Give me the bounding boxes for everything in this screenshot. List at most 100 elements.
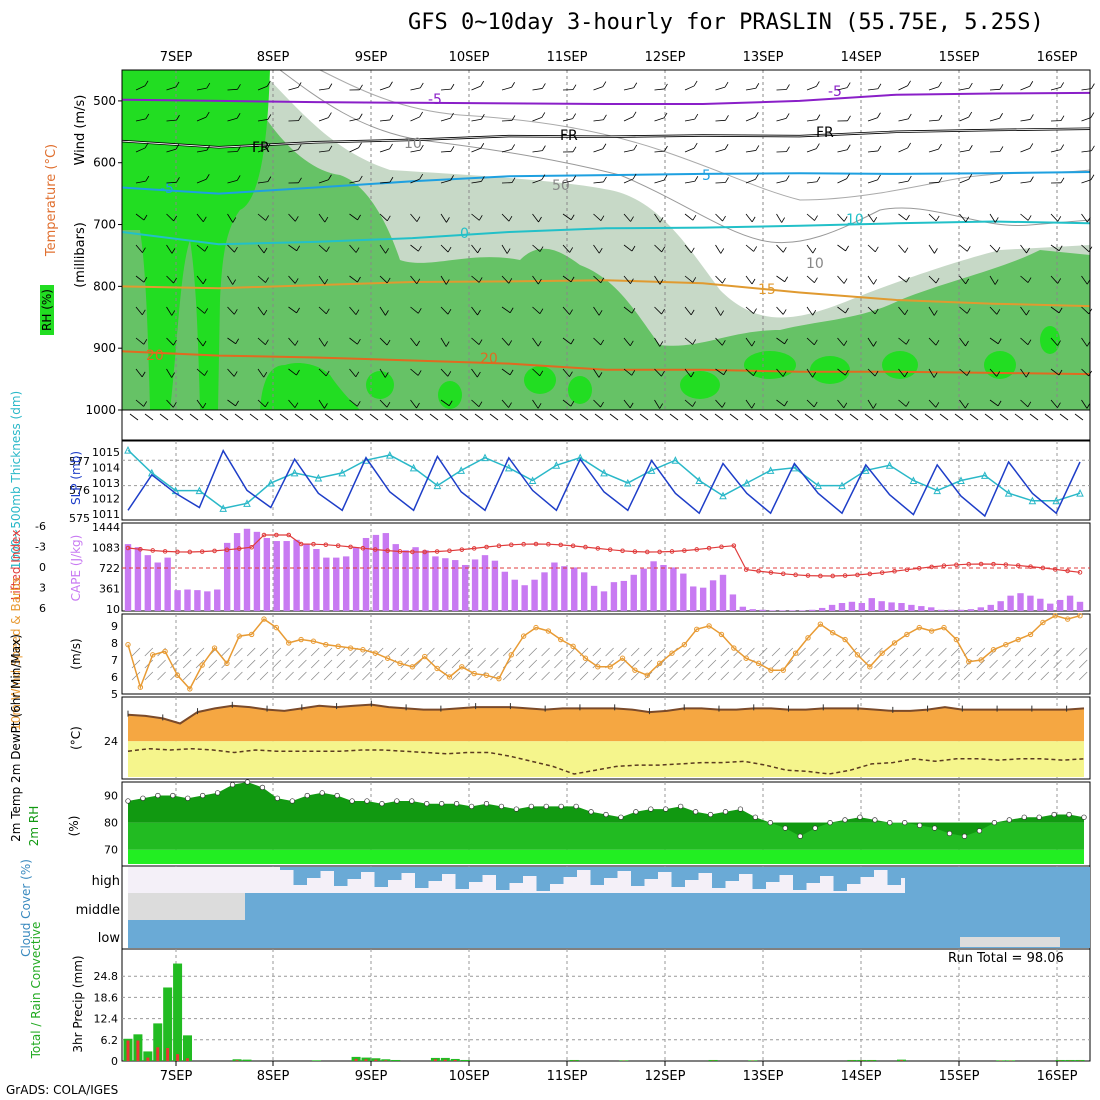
thickness-line-marker bbox=[838, 481, 846, 490]
wind10-barb bbox=[182, 659, 192, 669]
surface-barb bbox=[174, 413, 184, 421]
wind-barb-flag bbox=[204, 308, 209, 314]
surface-barb bbox=[894, 413, 904, 421]
wind10-line-marker bbox=[323, 641, 329, 648]
li-line bbox=[127, 534, 1081, 577]
thickness-line-marker bbox=[933, 486, 942, 495]
wind-barb-flag bbox=[996, 371, 1001, 377]
cape-bar bbox=[144, 555, 152, 611]
rh2m-marker bbox=[573, 803, 579, 810]
wind-barb bbox=[135, 368, 143, 378]
wind-barb-flag bbox=[175, 81, 180, 88]
cape-bar bbox=[818, 607, 826, 611]
day-label-top: 11SEP bbox=[547, 50, 588, 65]
wind10-barb bbox=[899, 671, 909, 681]
wind-barb-flag bbox=[141, 371, 146, 378]
wind-barb-flag bbox=[508, 278, 513, 284]
wind-barb-flag bbox=[542, 145, 546, 151]
rh2m-marker bbox=[737, 806, 744, 812]
precip-conv-bar bbox=[900, 1060, 903, 1061]
surface-barb bbox=[219, 413, 229, 421]
upper-ytick-label: 700 bbox=[93, 218, 116, 232]
wind-barb-flag bbox=[296, 307, 300, 314]
surface-barb bbox=[249, 413, 259, 421]
precip-conv-bar bbox=[384, 1060, 388, 1061]
surface-barb bbox=[234, 413, 244, 421]
wind-barb-flag bbox=[725, 115, 729, 121]
wind-barb-flag bbox=[846, 144, 851, 150]
wind10-barb bbox=[298, 647, 307, 657]
wind-barb-flag bbox=[633, 82, 638, 88]
wind-barb-flag bbox=[933, 310, 938, 316]
wind10-barb bbox=[835, 671, 845, 681]
wind-barb-flag bbox=[202, 216, 207, 222]
wind10-line-marker bbox=[187, 686, 193, 692]
cloud-row-label: middle bbox=[76, 903, 120, 918]
wind10-barb bbox=[989, 671, 998, 681]
wind-barb-flag bbox=[784, 276, 789, 282]
wind10-barb bbox=[157, 659, 166, 669]
rh2m-marker bbox=[483, 801, 490, 807]
thickness-line-marker bbox=[504, 463, 513, 472]
cape-bar bbox=[471, 559, 479, 611]
cloud-high-bar bbox=[563, 867, 577, 877]
precip-total-bar bbox=[163, 987, 173, 1061]
wind-barb-flag bbox=[389, 143, 393, 150]
wind10-barb bbox=[374, 671, 384, 681]
rh2m-tick-label: 80 bbox=[104, 817, 118, 830]
wind-barb-flag bbox=[935, 215, 940, 222]
surface-barb bbox=[129, 413, 139, 421]
wind10-line-marker bbox=[681, 641, 688, 648]
wind10-barb bbox=[362, 647, 371, 657]
wind-barb-flag bbox=[1026, 309, 1030, 316]
thickness-line-marker bbox=[457, 466, 466, 474]
li-tick-label: 6 bbox=[39, 602, 46, 615]
wind-barb bbox=[928, 213, 937, 222]
wind-barb bbox=[684, 85, 695, 91]
wind-barb-flag bbox=[906, 276, 910, 283]
cloud-high-bar bbox=[401, 867, 415, 873]
wind-barb bbox=[532, 275, 539, 285]
wind10-barb bbox=[234, 671, 243, 681]
wind-barb-flag bbox=[692, 277, 697, 283]
wind-barb bbox=[196, 337, 204, 347]
cloud-high-bar bbox=[523, 867, 537, 876]
wind-barb-flag bbox=[938, 81, 942, 88]
isotherm-label: -5 bbox=[828, 84, 842, 100]
precip-conv-bar bbox=[156, 1047, 160, 1061]
wind10-barb bbox=[400, 671, 410, 681]
wind10-barb bbox=[566, 671, 576, 681]
wind10-line-marker bbox=[694, 626, 700, 633]
cloud-high-bar bbox=[793, 867, 807, 890]
wind10-barb bbox=[694, 671, 704, 681]
wind-barb bbox=[318, 368, 327, 377]
wind-barb-flag bbox=[1030, 176, 1034, 182]
cape-bar bbox=[333, 557, 340, 611]
wind10-barb bbox=[848, 647, 858, 657]
thickness-line-marker bbox=[481, 453, 489, 462]
cape-bar bbox=[967, 609, 975, 611]
precip-ylabel-units: 3hr Precip (mm) bbox=[71, 955, 85, 1052]
wind-barb-flag bbox=[570, 338, 575, 345]
wind10-line-marker bbox=[372, 650, 378, 656]
wind10-line-marker bbox=[1077, 613, 1083, 619]
wind-barb-flag bbox=[721, 340, 726, 346]
wind10-barb bbox=[848, 659, 858, 669]
wind-barb bbox=[532, 213, 539, 223]
wind-barb bbox=[867, 150, 878, 153]
wind10-barb bbox=[822, 659, 832, 669]
cape-bar bbox=[650, 561, 657, 611]
wind10-barb bbox=[515, 659, 525, 669]
wind-barb-flag bbox=[1030, 114, 1034, 120]
wind-barb-flag bbox=[1057, 340, 1061, 346]
wind10-line-marker bbox=[743, 655, 749, 661]
wind-barb-flag bbox=[598, 310, 603, 316]
wind-barb-flag bbox=[204, 370, 208, 376]
wind-barb-flag bbox=[171, 310, 176, 316]
wind10-barb bbox=[477, 659, 486, 669]
surface-barb bbox=[609, 413, 619, 421]
rh2m-marker bbox=[767, 819, 773, 826]
wind-barb bbox=[806, 337, 815, 346]
cloud-high-bar bbox=[685, 867, 699, 880]
cloud-high-bar bbox=[806, 867, 820, 883]
